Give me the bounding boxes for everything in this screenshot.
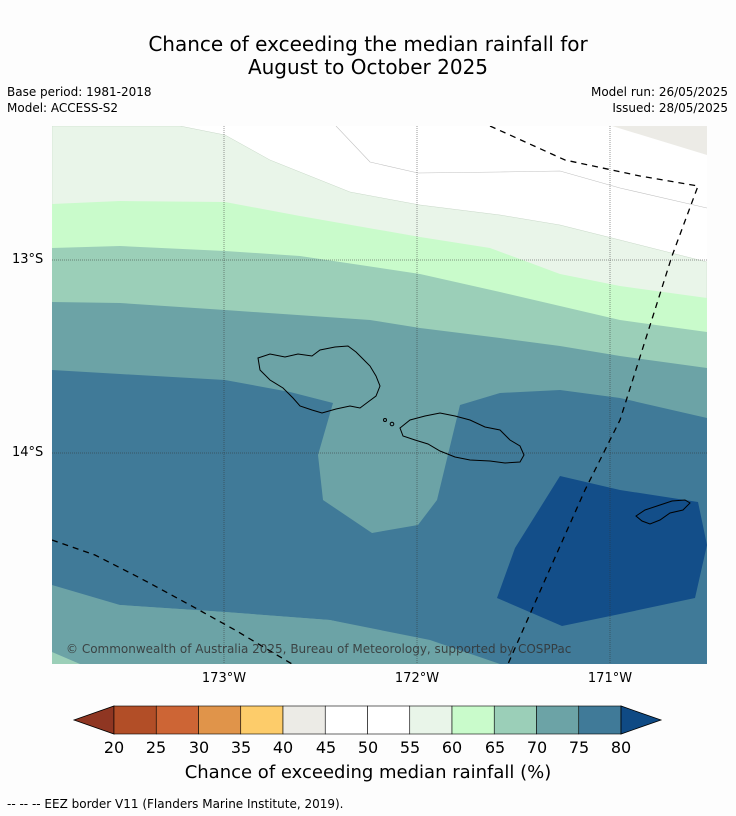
copyright-notice: © Commonwealth of Australia 2025, Bureau… bbox=[66, 642, 571, 656]
contour-band-65-70-south bbox=[52, 652, 80, 664]
colorbar-under-arrow bbox=[72, 705, 115, 735]
savaii-island-outline bbox=[257, 345, 381, 414]
colorbar-tick: 55 bbox=[399, 738, 421, 757]
colorbar-segment bbox=[324, 705, 368, 735]
colorbar-tick: 80 bbox=[610, 738, 632, 757]
contour-line-50 bbox=[335, 126, 707, 209]
colorbar-tick: 70 bbox=[526, 738, 548, 757]
colorbar-over-arrow bbox=[620, 705, 663, 735]
base-period: Base period: 1981-2018 bbox=[7, 85, 152, 99]
colorbar-segment bbox=[451, 705, 495, 735]
colorbar-tick: 60 bbox=[441, 738, 463, 757]
lon-label-173w: 173°W bbox=[201, 671, 247, 686]
colorbar-segment bbox=[367, 705, 411, 735]
contour-band-70-75-south bbox=[52, 585, 470, 664]
colorbar-segment bbox=[282, 705, 326, 735]
colorbar-segment bbox=[536, 705, 580, 735]
contour-band-45-50-corner bbox=[612, 126, 707, 155]
colorbar-tick: 35 bbox=[230, 738, 252, 757]
chart-title-line1: Chance of exceeding the median rainfall … bbox=[148, 32, 588, 56]
lat-label-14s: 14°S bbox=[12, 445, 44, 460]
eez-border-southwest bbox=[52, 539, 293, 664]
colorbar-label: Chance of exceeding median rainfall (%) bbox=[184, 762, 552, 783]
rainfall-contour-map: © Commonwealth of Australia 2025, Bureau… bbox=[52, 126, 707, 664]
colorbar bbox=[72, 705, 663, 735]
chart-title-line2: August to October 2025 bbox=[247, 55, 489, 79]
eez-border-east bbox=[489, 126, 699, 664]
colorbar-tick: 40 bbox=[272, 738, 294, 757]
model-run-date: Model run: 26/05/2025 bbox=[590, 85, 728, 99]
graticule bbox=[52, 126, 707, 664]
lat-label-13s: 13°S bbox=[12, 252, 44, 267]
colorbar-tick: 75 bbox=[568, 738, 590, 757]
colorbar-segment bbox=[155, 705, 199, 735]
colorbar-segment bbox=[493, 705, 537, 735]
eez-footnote: -- -- -- EEZ border V11 (Flanders Marine… bbox=[7, 797, 344, 811]
colorbar-segment bbox=[240, 705, 284, 735]
upolu-island-outline bbox=[399, 412, 525, 464]
colorbar-segment bbox=[113, 705, 157, 735]
contour-band-over-80 bbox=[497, 476, 707, 626]
colorbar-tick: 65 bbox=[484, 738, 506, 757]
colorbar-segment bbox=[409, 705, 453, 735]
colorbar-tick: 30 bbox=[188, 738, 210, 757]
colorbar-tick: 45 bbox=[315, 738, 337, 757]
tutuila-island-outline bbox=[635, 499, 691, 525]
islet-1 bbox=[383, 418, 387, 422]
colorbar-tick: 20 bbox=[103, 738, 125, 757]
colorbar-tick: 50 bbox=[357, 738, 379, 757]
issued-date: Issued: 28/05/2025 bbox=[612, 101, 728, 115]
lon-label-172w: 172°W bbox=[394, 671, 440, 686]
colorbar-segment bbox=[198, 705, 242, 735]
islet-2 bbox=[389, 421, 395, 427]
colorbar-tick: 25 bbox=[145, 738, 167, 757]
colorbar-segment bbox=[578, 705, 622, 735]
model-name: Model: ACCESS-S2 bbox=[7, 101, 119, 115]
coastlines bbox=[257, 345, 691, 525]
lon-label-171w: 171°W bbox=[587, 671, 633, 686]
